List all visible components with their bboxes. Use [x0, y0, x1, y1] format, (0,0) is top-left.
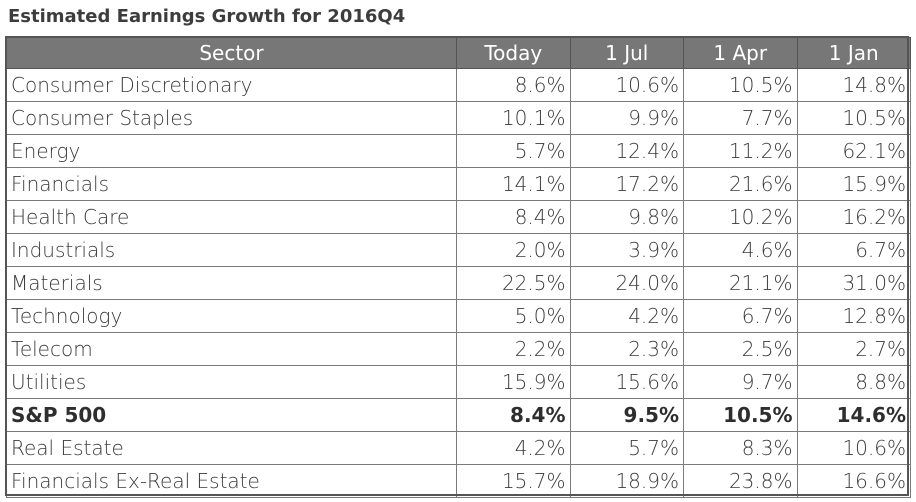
- table-row: Financials Ex-Real Estate 15.7% 18.9% 23.8%…: [6, 464, 911, 498]
- today-cell: 2.2%: [456, 332, 571, 366]
- 1-jan-cell: 10.5%: [796, 101, 911, 135]
- 1-apr-cell: 10.5%: [683, 68, 798, 102]
- 1-jan-cell: 14.6%: [796, 398, 911, 432]
- 1-apr-cell: 9.7%: [683, 365, 798, 399]
- table-body: Consumer Discretionary 8.6% 10.6% 10.5% 14.8…: [6, 68, 911, 498]
- 1-jul-cell: 3.9%: [569, 233, 684, 267]
- sector-cell: Consumer Staples: [6, 101, 457, 135]
- today-cell: 5.7%: [456, 134, 571, 168]
- 1-apr-cell: 7.7%: [683, 101, 798, 135]
- today-cell: 8.4%: [456, 200, 571, 234]
- sector-cell: Utilities: [6, 365, 457, 399]
- sector-cell: Real Estate: [6, 431, 457, 465]
- earnings-growth-table: Sector Today 1 Jul 1 Apr 1 Jan Consumer …: [6, 37, 911, 498]
- today-cell: 15.9%: [456, 365, 571, 399]
- 1-apr-cell: 4.6%: [683, 233, 798, 267]
- today-cell: 10.1%: [456, 101, 571, 135]
- 1-jul-cell: 9.9%: [569, 101, 684, 135]
- table-row: Consumer Discretionary 8.6% 10.6% 10.5% 14.8…: [6, 68, 911, 102]
- today-cell: 22.5%: [456, 266, 571, 300]
- sector-cell: S&P 500: [6, 398, 457, 432]
- table-header-row: Sector Today 1 Jul 1 Apr 1 Jan: [6, 37, 911, 69]
- 1-jan-cell: 14.8%: [796, 68, 911, 102]
- 1-jan-cell: 8.8%: [796, 365, 911, 399]
- 1-apr-cell: 6.7%: [683, 299, 798, 333]
- today-cell: 2.0%: [456, 233, 571, 267]
- 1-jan-cell: 62.1%: [796, 134, 911, 168]
- 1-apr-cell: 10.5%: [683, 398, 798, 432]
- 1-apr-cell: 23.8%: [683, 464, 798, 498]
- page-title: Estimated Earnings Growth for 2016Q4: [8, 6, 406, 27]
- 1-jul-cell: 5.7%: [569, 431, 684, 465]
- sector-cell: Financials Ex-Real Estate: [6, 464, 457, 498]
- 1-apr-cell: 21.6%: [683, 167, 798, 201]
- 1-jan-cell: 15.9%: [796, 167, 911, 201]
- 1-jan-cell: 31.0%: [796, 266, 911, 300]
- table-row: Health Care 8.4% 9.8% 10.2% 16.2%: [6, 200, 911, 234]
- sector-cell: Financials: [6, 167, 457, 201]
- today-cell: 8.6%: [456, 68, 571, 102]
- table-row: Consumer Staples 10.1% 9.9% 7.7% 10.5%: [6, 101, 911, 135]
- 1-jan-cell: 12.8%: [796, 299, 911, 333]
- 1-jul-cell: 15.6%: [569, 365, 684, 399]
- table-row: Technology 5.0% 4.2% 6.7% 12.8%: [6, 299, 911, 333]
- 1-jan-cell: 6.7%: [796, 233, 911, 267]
- 1-jul-cell: 9.8%: [569, 200, 684, 234]
- column-header-today: Today: [456, 37, 571, 69]
- table-row: Industrials 2.0% 3.9% 4.6% 6.7%: [6, 233, 911, 267]
- 1-apr-cell: 10.2%: [683, 200, 798, 234]
- today-cell: 15.7%: [456, 464, 571, 498]
- 1-jan-cell: 16.2%: [796, 200, 911, 234]
- column-header-sector: Sector: [6, 37, 457, 69]
- sector-cell: Telecom: [6, 332, 457, 366]
- sector-cell: Energy: [6, 134, 457, 168]
- column-header-1-jan: 1 Jan: [796, 37, 911, 69]
- 1-apr-cell: 8.3%: [683, 431, 798, 465]
- today-cell: 14.1%: [456, 167, 571, 201]
- 1-jul-cell: 2.3%: [569, 332, 684, 366]
- 1-jan-cell: 16.6%: [796, 464, 911, 498]
- sector-cell: Technology: [6, 299, 457, 333]
- table-row: Telecom 2.2% 2.3% 2.5% 2.7%: [6, 332, 911, 366]
- 1-jul-cell: 4.2%: [569, 299, 684, 333]
- sector-cell: Industrials: [6, 233, 457, 267]
- table-row: S&P 500 8.4% 9.5% 10.5% 14.6%: [6, 398, 911, 432]
- 1-apr-cell: 11.2%: [683, 134, 798, 168]
- today-cell: 4.2%: [456, 431, 571, 465]
- table-row: Real Estate 4.2% 5.7% 8.3% 10.6%: [6, 431, 911, 465]
- 1-jul-cell: 9.5%: [569, 398, 684, 432]
- sector-cell: Consumer Discretionary: [6, 68, 457, 102]
- table-row: Financials 14.1% 17.2% 21.6% 15.9%: [6, 167, 911, 201]
- 1-apr-cell: 2.5%: [683, 332, 798, 366]
- 1-apr-cell: 21.1%: [683, 266, 798, 300]
- 1-jul-cell: 17.2%: [569, 167, 684, 201]
- today-cell: 5.0%: [456, 299, 571, 333]
- sector-cell: Health Care: [6, 200, 457, 234]
- table-row: Utilities 15.9% 15.6% 9.7% 8.8%: [6, 365, 911, 399]
- table-row: Materials 22.5% 24.0% 21.1% 31.0%: [6, 266, 911, 300]
- table-row: Energy 5.7% 12.4% 11.2% 62.1%: [6, 134, 911, 168]
- sector-cell: Materials: [6, 266, 457, 300]
- 1-jan-cell: 10.6%: [796, 431, 911, 465]
- 1-jul-cell: 24.0%: [569, 266, 684, 300]
- 1-jan-cell: 2.7%: [796, 332, 911, 366]
- column-header-1-jul: 1 Jul: [569, 37, 684, 69]
- 1-jul-cell: 12.4%: [569, 134, 684, 168]
- 1-jul-cell: 10.6%: [569, 68, 684, 102]
- today-cell: 8.4%: [456, 398, 571, 432]
- 1-jul-cell: 18.9%: [569, 464, 684, 498]
- column-header-1-apr: 1 Apr: [683, 37, 798, 69]
